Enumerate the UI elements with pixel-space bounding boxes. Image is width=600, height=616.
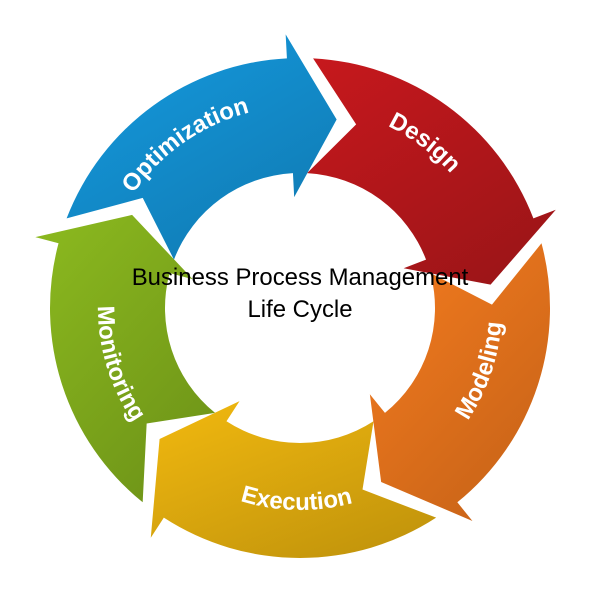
segment-modeling [370,243,550,521]
segment-design [307,58,556,284]
cycle-svg: DesignModelingExecutionMonitoringOptimiz… [0,0,600,616]
bpm-cycle-diagram: DesignModelingExecutionMonitoringOptimiz… [0,0,600,616]
